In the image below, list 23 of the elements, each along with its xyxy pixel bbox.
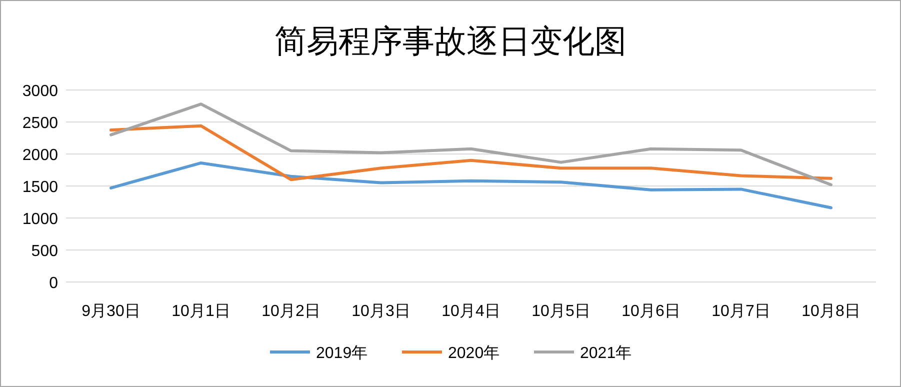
x-tick-label: 9月30日 xyxy=(82,303,140,320)
legend-label: 2021年 xyxy=(580,345,632,362)
y-tick-label: 1000 xyxy=(22,211,58,228)
x-tick-label: 10月3日 xyxy=(352,303,410,320)
y-tick-label: 2500 xyxy=(22,115,58,132)
y-tick-label: 3000 xyxy=(22,83,58,100)
x-tick-label: 10月4日 xyxy=(442,303,500,320)
line-series xyxy=(110,124,832,182)
chart-title: 简易程序事故逐日变化图 xyxy=(274,23,626,59)
x-tick-label: 10月1日 xyxy=(172,303,230,320)
line-series xyxy=(110,161,832,210)
legend-label: 2020年 xyxy=(448,345,500,362)
y-tick-label: 0 xyxy=(49,275,58,292)
y-tick-label: 1500 xyxy=(22,179,58,196)
x-tick-label: 10月2日 xyxy=(262,303,320,320)
y-tick-label: 500 xyxy=(31,243,58,260)
legend-label: 2019年 xyxy=(316,345,368,362)
line-series xyxy=(110,102,832,186)
x-tick-label: 10月5日 xyxy=(532,303,590,320)
x-tick-label: 10月7日 xyxy=(712,303,770,320)
x-tick-label: 10月6日 xyxy=(622,303,680,320)
x-tick-label: 10月8日 xyxy=(802,303,860,320)
y-tick-label: 2000 xyxy=(22,147,58,164)
